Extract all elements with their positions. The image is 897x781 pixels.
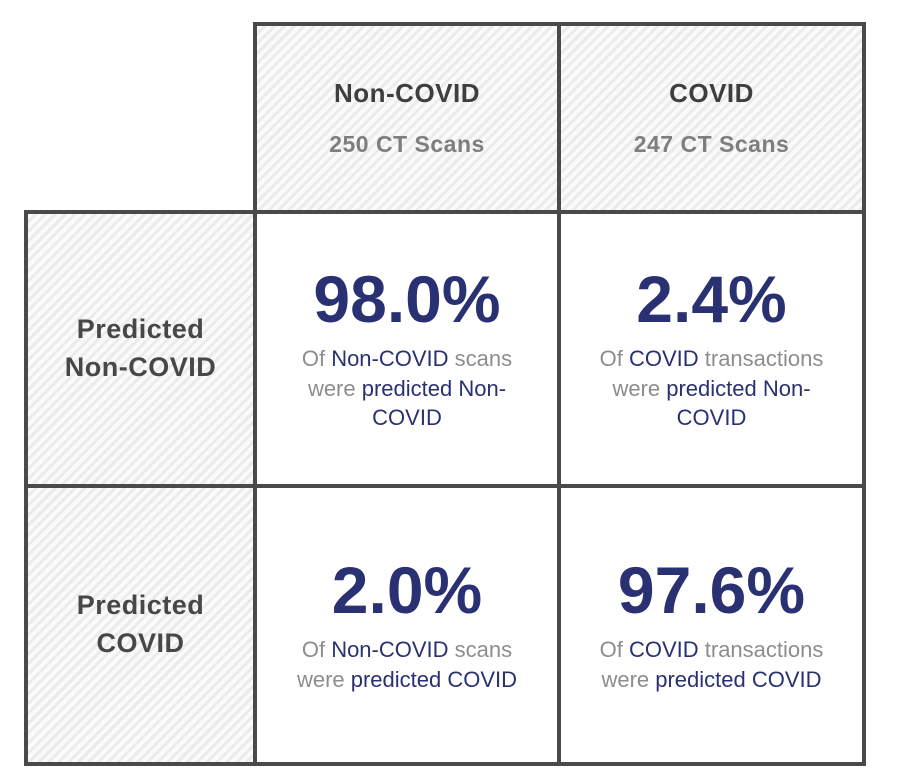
- cell-true-negative-value: 98.0%: [313, 261, 501, 336]
- desc-segment: Of: [301, 346, 332, 372]
- desc-segment: predicted Non-COVID: [361, 375, 507, 431]
- desc-segment: Non-COVID: [331, 346, 449, 372]
- cell-false-positive-value: 2.0%: [331, 552, 483, 627]
- desc-segment: Of: [301, 636, 332, 662]
- cell-true-negative: 98.0% Of Non-COVID scans were predicted …: [253, 210, 561, 488]
- cell-false-positive-description: Of Non-COVID scans were predicted COVID: [288, 635, 526, 694]
- desc-segment: scans were: [307, 346, 513, 401]
- col-header-non-covid: Non-COVID 250 CT Scans: [253, 22, 561, 214]
- cell-false-negative-description: Of COVID transactions were predicted Non…: [593, 344, 831, 433]
- desc-segment: transactions were: [601, 636, 824, 692]
- confusion-matrix-table: Non-COVID 250 CT Scans COVID 247 CT Scan…: [24, 22, 866, 766]
- cell-true-positive-value: 97.6%: [617, 552, 806, 627]
- desc-segment: Of: [599, 346, 629, 372]
- desc-segment: COVID: [628, 346, 699, 372]
- cell-true-positive-description: Of COVID transactions were predicted COV…: [593, 635, 831, 694]
- cell-true-positive: 97.6% Of COVID transactions were predict…: [557, 484, 866, 766]
- cell-true-negative-description: Of Non-COVID scans were predicted Non-CO…: [288, 344, 526, 433]
- corner-spacer: [26, 24, 255, 212]
- desc-segment: Of: [599, 636, 629, 662]
- desc-segment: predicted Non-COVID: [666, 375, 811, 431]
- desc-segment: predicted COVID: [655, 666, 822, 692]
- cell-false-negative: 2.4% Of COVID transactions were predicte…: [557, 210, 866, 488]
- col-header-non-covid-title: Non-COVID: [333, 78, 481, 108]
- row-header-predicted-covid-label: Predicted COVID: [76, 590, 205, 658]
- cell-false-positive: 2.0% Of Non-COVID scans were predicted C…: [253, 484, 561, 766]
- col-header-covid: COVID 247 CT Scans: [557, 22, 866, 214]
- row-header-predicted-non-covid: Predicted Non-COVID: [24, 210, 257, 488]
- desc-segment: predicted COVID: [350, 666, 518, 692]
- row-header-predicted-non-covid-label: Predicted Non-COVID: [64, 314, 217, 382]
- col-header-covid-title: COVID: [669, 78, 754, 108]
- row-header-predicted-covid: Predicted COVID: [24, 484, 257, 766]
- cell-false-negative-value: 2.4%: [636, 261, 787, 336]
- col-header-covid-count: 247 CT Scans: [633, 131, 790, 157]
- col-header-non-covid-count: 250 CT Scans: [329, 131, 485, 157]
- desc-segment: COVID: [628, 636, 699, 662]
- desc-segment: Non-COVID: [331, 636, 449, 662]
- desc-segment: transactions were: [612, 346, 824, 401]
- desc-segment: scans were: [296, 636, 513, 692]
